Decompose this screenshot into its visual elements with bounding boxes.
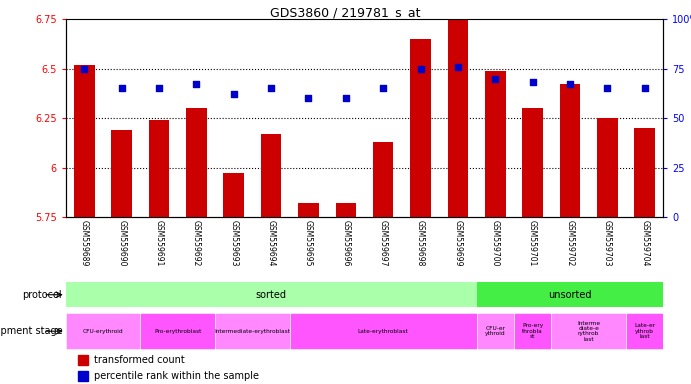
Text: sorted: sorted	[256, 290, 287, 300]
Text: protocol: protocol	[23, 290, 62, 300]
Text: Intermediate-erythroblast: Intermediate-erythroblast	[214, 329, 290, 334]
Point	[527, 79, 538, 86]
Text: Late-erythroblast: Late-erythroblast	[358, 329, 408, 334]
Text: unsorted: unsorted	[548, 290, 591, 300]
Text: GSM559700: GSM559700	[491, 220, 500, 266]
Bar	[290, 313, 477, 349]
Bar	[634, 128, 655, 217]
Point	[490, 76, 501, 82]
Text: GSM559691: GSM559691	[155, 220, 164, 266]
Bar	[477, 283, 663, 307]
Text: GSM559702: GSM559702	[565, 220, 574, 266]
Point	[79, 66, 90, 72]
Text: GSM559696: GSM559696	[341, 220, 350, 266]
Point	[228, 91, 239, 98]
Bar	[66, 283, 477, 307]
Text: Late-er
ythrob
last: Late-er ythrob last	[634, 323, 655, 339]
Text: GSM559689: GSM559689	[80, 220, 89, 266]
Bar	[186, 108, 207, 217]
Bar	[551, 313, 626, 349]
Text: GSM559701: GSM559701	[528, 220, 537, 266]
Bar	[560, 84, 580, 217]
Text: Interme
diate-e
rythrob
last: Interme diate-e rythrob last	[577, 321, 600, 342]
Point	[265, 85, 276, 91]
Bar	[74, 65, 95, 217]
Text: GSM559704: GSM559704	[640, 220, 649, 266]
Point	[116, 85, 127, 91]
Text: GDS3860 / 219781_s_at: GDS3860 / 219781_s_at	[270, 6, 421, 19]
Bar	[448, 19, 468, 217]
Point	[378, 85, 389, 91]
Text: GSM559693: GSM559693	[229, 220, 238, 266]
Point	[153, 85, 164, 91]
Bar	[373, 142, 393, 217]
Bar	[66, 313, 140, 349]
Bar	[77, 371, 88, 381]
Text: GSM559698: GSM559698	[416, 220, 425, 266]
Bar	[410, 39, 430, 217]
Text: GSM559697: GSM559697	[379, 220, 388, 266]
Bar	[485, 71, 506, 217]
Text: CFU-erythroid: CFU-erythroid	[83, 329, 123, 334]
Bar	[77, 355, 88, 365]
Text: GSM559699: GSM559699	[453, 220, 462, 266]
Bar	[215, 313, 290, 349]
Text: Pro-ery
throbla
st: Pro-ery throbla st	[522, 323, 543, 339]
Point	[565, 81, 576, 88]
Point	[639, 85, 650, 91]
Text: CFU-er
ythroid: CFU-er ythroid	[485, 326, 506, 336]
Bar	[336, 203, 356, 217]
Bar	[626, 313, 663, 349]
Text: transformed count: transformed count	[95, 355, 185, 365]
Text: GSM559703: GSM559703	[603, 220, 612, 266]
Point	[303, 95, 314, 101]
Point	[191, 81, 202, 88]
Text: percentile rank within the sample: percentile rank within the sample	[95, 371, 259, 381]
Text: Pro-erythroblast: Pro-erythroblast	[154, 329, 201, 334]
Bar	[597, 118, 618, 217]
Text: GSM559690: GSM559690	[117, 220, 126, 266]
Bar	[149, 120, 169, 217]
Bar	[514, 313, 551, 349]
Bar	[111, 130, 132, 217]
Bar	[223, 174, 244, 217]
Text: GSM559695: GSM559695	[304, 220, 313, 266]
Point	[415, 66, 426, 72]
Bar	[477, 313, 514, 349]
Text: GSM559694: GSM559694	[267, 220, 276, 266]
Point	[453, 64, 464, 70]
Text: development stage: development stage	[0, 326, 62, 336]
Point	[340, 95, 351, 101]
Bar	[299, 203, 319, 217]
Point	[602, 85, 613, 91]
Bar	[522, 108, 543, 217]
Bar	[261, 134, 281, 217]
Text: GSM559692: GSM559692	[192, 220, 201, 266]
Bar	[140, 313, 215, 349]
